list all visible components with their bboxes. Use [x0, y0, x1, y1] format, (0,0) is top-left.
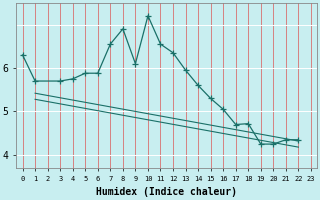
X-axis label: Humidex (Indice chaleur): Humidex (Indice chaleur)	[96, 187, 237, 197]
